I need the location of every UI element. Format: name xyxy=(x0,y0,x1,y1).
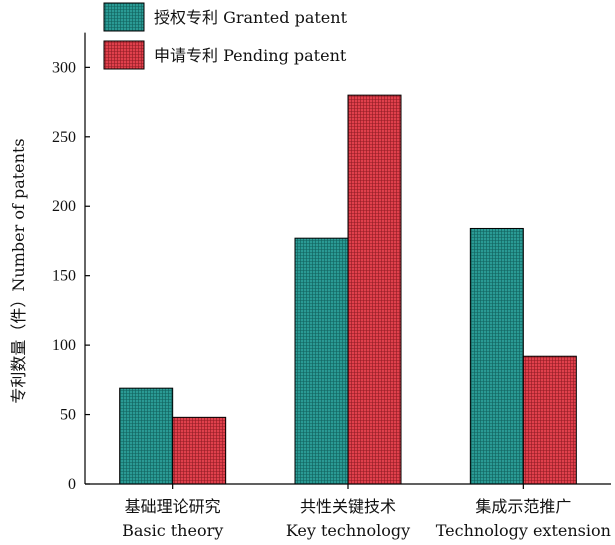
y-tick-label: 0 xyxy=(68,476,76,493)
bar xyxy=(469,227,524,485)
x-axis: 基础理论研究 Basic theory 共性关键技术 Key technology 集成… xyxy=(85,483,611,540)
y-tick-label: 200 xyxy=(52,198,76,215)
y-tick-label: 250 xyxy=(52,129,76,146)
y-axis-title: 专利数量（件）Number of patents xyxy=(9,138,28,403)
bar xyxy=(347,94,402,485)
y-tick-label: 100 xyxy=(52,337,76,354)
y-tick-label: 300 xyxy=(52,59,76,76)
x-tick-label: Key technology xyxy=(286,521,410,540)
x-tick-label: Basic theory xyxy=(122,521,223,540)
legend-swatch xyxy=(103,40,145,70)
x-tick-label: 共性关键技术 xyxy=(300,497,396,516)
legend: 授权专利 Granted patent 申请专利 Pending patent xyxy=(103,2,348,70)
x-tick-label: 集成示范推广 xyxy=(475,497,571,516)
legend-label: 申请专利 Pending patent xyxy=(154,46,347,65)
legend-swatch xyxy=(103,2,145,32)
y-tick-label: 150 xyxy=(52,268,76,285)
bars xyxy=(119,94,577,485)
bar xyxy=(522,355,577,485)
y-axis: 0 50 100 150 200 250 300 xyxy=(52,32,90,493)
bar xyxy=(119,387,174,485)
x-tick-label: Technology extension xyxy=(436,521,611,540)
x-tick-label: 基础理论研究 xyxy=(125,497,221,516)
bar xyxy=(294,237,349,485)
legend-label: 授权专利 Granted patent xyxy=(154,8,348,27)
bar xyxy=(172,416,227,485)
y-tick-label: 50 xyxy=(60,407,76,424)
